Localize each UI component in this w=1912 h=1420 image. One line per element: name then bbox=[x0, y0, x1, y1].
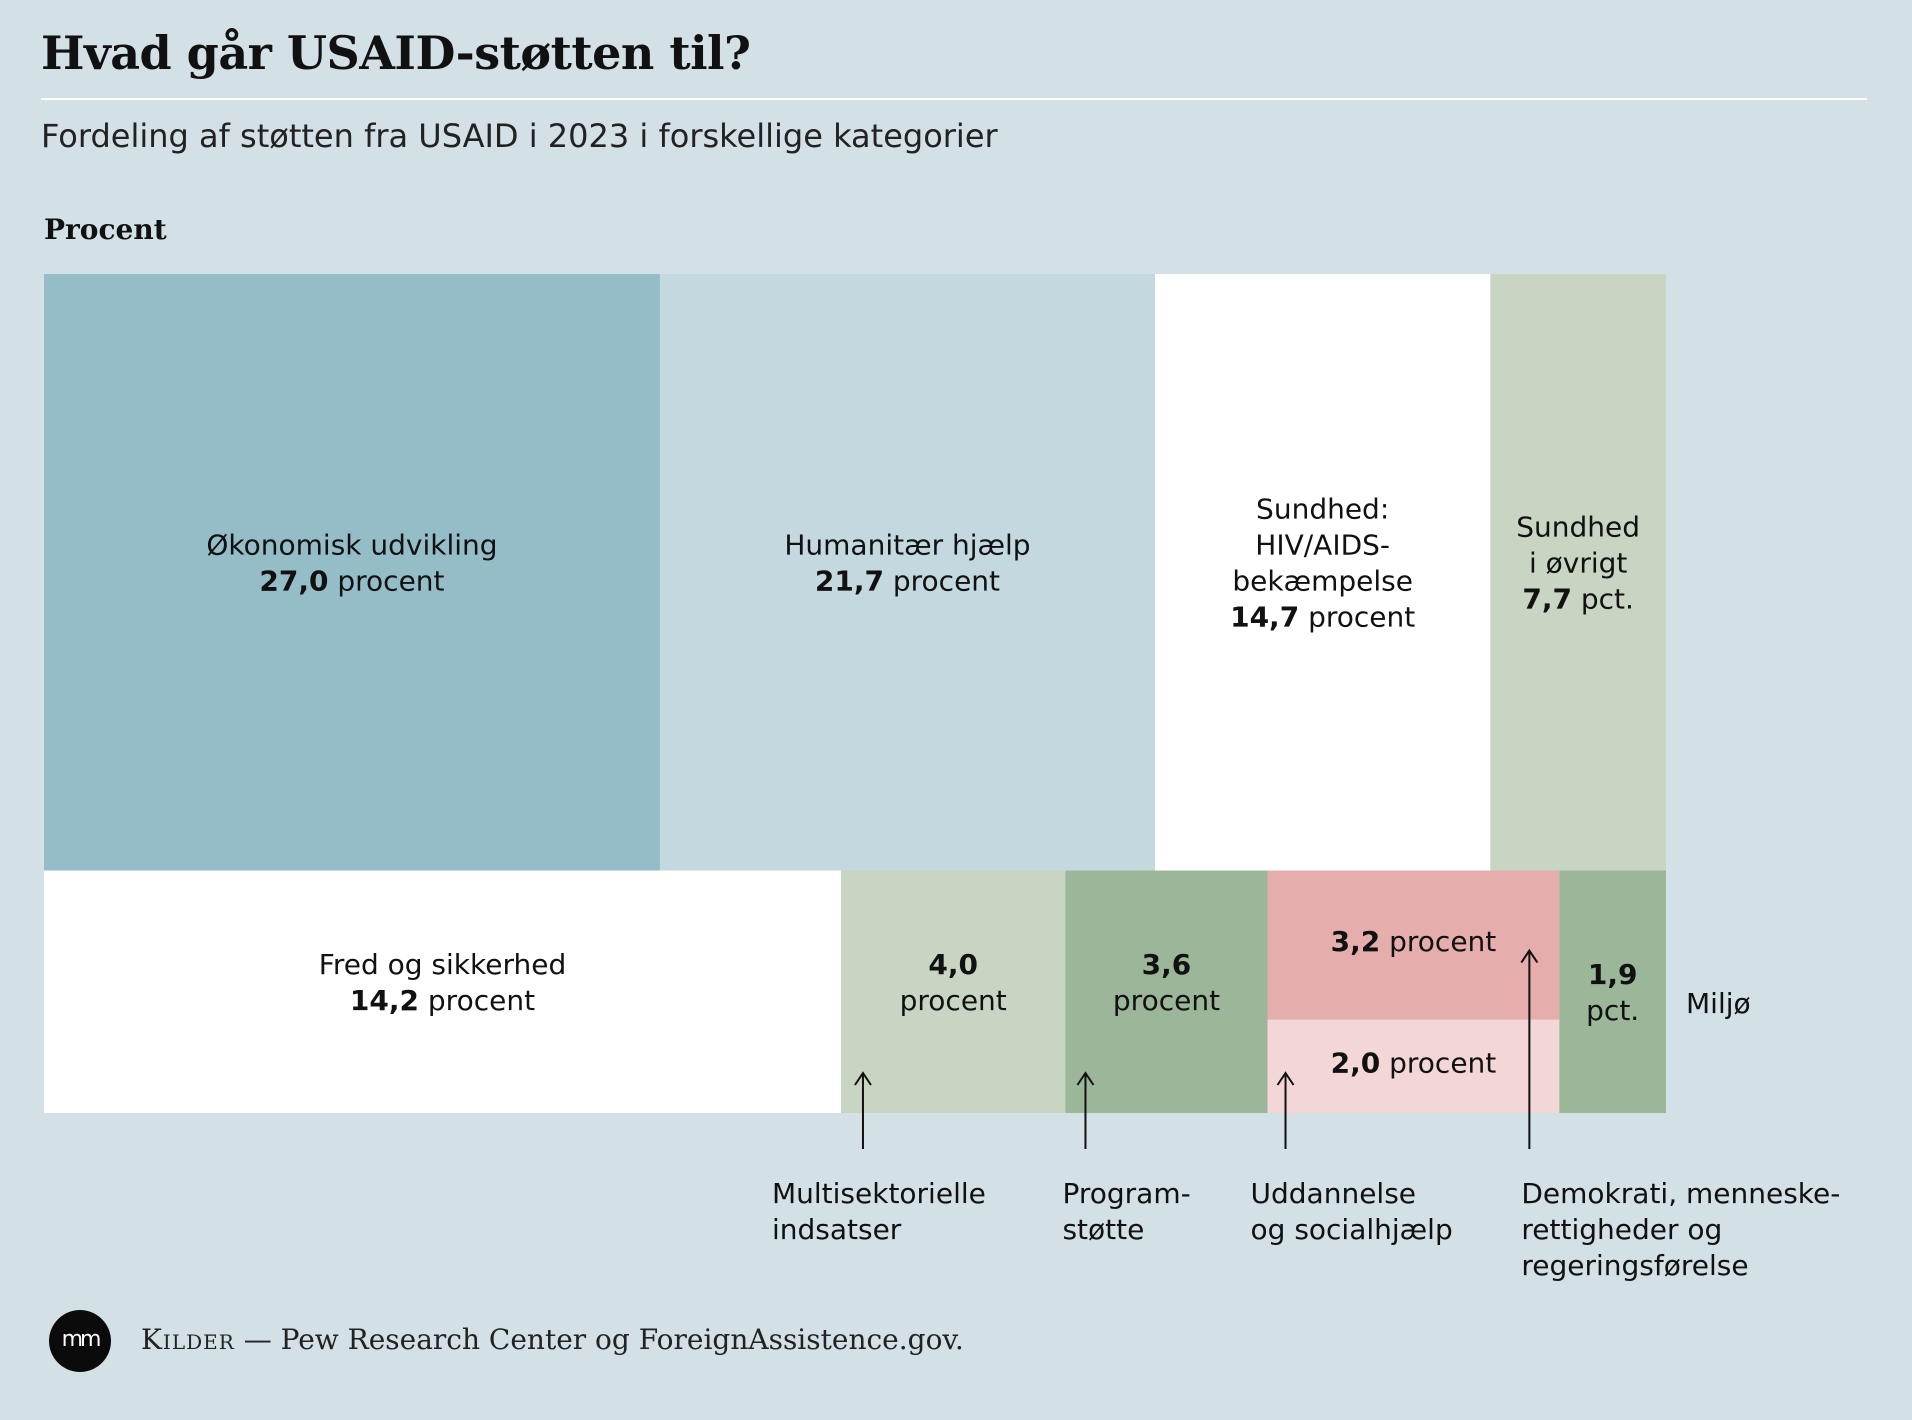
footer: mm Kilder — Pew Research Center og Forei… bbox=[49, 1310, 1149, 1372]
unit-label: Procent bbox=[44, 213, 167, 246]
label-sundhed-hiv-aids-bekæmpelse: Sundhed: HIV/AIDS-bekæmpelse 14,7 procent bbox=[1230, 492, 1415, 633]
treemap-cell-multisektorielle-indsatser bbox=[840, 870, 1066, 1113]
value-label-miljø: 1,9 pct. bbox=[1586, 958, 1639, 1027]
treemap-cell-uddannelse-og-socialhjælp bbox=[1267, 1019, 1560, 1113]
arrow-programstotte bbox=[1076, 1071, 1095, 1149]
treemap-cell-programstøtte bbox=[1065, 870, 1268, 1113]
source-dash: — bbox=[243, 1323, 272, 1356]
label-fred-og-sikkerhed: Fred og sikkerhed 14,2 procent bbox=[319, 948, 566, 1017]
treemap-cell-sundhed-i-øvrigt bbox=[1490, 274, 1666, 871]
callout-programstotte: Program-støtte bbox=[1062, 1177, 1190, 1246]
brand-logo: mm bbox=[49, 1310, 111, 1372]
arrow-multisektorielle bbox=[854, 1071, 872, 1149]
label-økonomisk-udvikling: Økonomisk udvikling 27,0 procent bbox=[206, 528, 497, 597]
label-humanitær-hjælp: Humanitær hjælp 21,7 procent bbox=[784, 528, 1030, 597]
treemap-cell-økonomisk-udvikling bbox=[44, 274, 660, 871]
value-label-demokrati-menneskerettigheder-og-regeringsførelse-line: 3,2 procent bbox=[1331, 925, 1497, 958]
value-label-programstøtte-line: 3,6 bbox=[1142, 948, 1192, 981]
label-sundhed-i-øvrigt-line: Sundhed bbox=[1516, 510, 1640, 543]
callout-multisektorielle: Multisektorielle indsatser bbox=[772, 1177, 986, 1246]
treemap-cell-demokrati-menneskerettigheder-og-regeringsførelse bbox=[1267, 870, 1560, 1020]
label-humanitær-hjælp-line: Humanitær hjælp bbox=[784, 528, 1030, 561]
treemap-cell-miljø bbox=[1559, 870, 1666, 1113]
label-sundhed-hiv-aids-bekæmpelse-line: Sundhed: bbox=[1256, 492, 1389, 525]
label-økonomisk-udvikling-line: 27,0 procent bbox=[259, 564, 444, 597]
arrow-uddannelse bbox=[1276, 1071, 1295, 1149]
value-label-uddannelse-og-socialhjælp: 2,0 procent bbox=[1331, 1046, 1497, 1079]
value-label-miljø-line: 1,9 bbox=[1588, 958, 1638, 991]
source-line: Kilder — Pew Research Center og ForeignA… bbox=[141, 1323, 964, 1356]
label-økonomisk-udvikling-line: Økonomisk udvikling bbox=[206, 528, 497, 561]
title-divider bbox=[41, 98, 1867, 100]
label-humanitær-hjælp-line: 21,7 procent bbox=[815, 564, 1000, 597]
callout-demokrati: Demokrati, menneske-rettigheder og regeri… bbox=[1521, 1177, 1840, 1282]
value-label-programstøtte-line: procent bbox=[1113, 984, 1220, 1017]
value-label-programstøtte: 3,6 procent bbox=[1113, 948, 1220, 1017]
label-sundhed-i-øvrigt-line: 7,7 pct. bbox=[1522, 582, 1634, 615]
chart-subtitle: Fordeling af støtten fra USAID i 2023 i … bbox=[41, 117, 998, 155]
treemap-cell-fred-og-sikkerhed bbox=[44, 870, 841, 1113]
arrow-demokrati bbox=[1520, 948, 1539, 1149]
label-sundhed-hiv-aids-bekæmpelse-line: bekæmpelse bbox=[1232, 564, 1413, 597]
callout-miljo: Miljø bbox=[1686, 987, 1751, 1020]
value-label-miljø-line: pct. bbox=[1586, 994, 1639, 1027]
label-sundhed-i-øvrigt-line: i øvrigt bbox=[1529, 546, 1627, 579]
value-label-multisektorielle-indsatser-line: 4,0 bbox=[928, 948, 978, 981]
value-label-multisektorielle-indsatser-line: procent bbox=[900, 984, 1007, 1017]
label-sundhed-hiv-aids-bekæmpelse-line: 14,7 procent bbox=[1230, 600, 1415, 633]
source-label: Kilder bbox=[141, 1323, 235, 1356]
label-sundhed-hiv-aids-bekæmpelse-line: HIV/AIDS- bbox=[1255, 528, 1390, 561]
callout-uddannelse: Uddannelse og socialhjælp bbox=[1251, 1177, 1453, 1246]
label-sundhed-i-øvrigt: Sundhed i øvrigt 7,7 pct. bbox=[1516, 510, 1640, 615]
label-fred-og-sikkerhed-line: Fred og sikkerhed bbox=[319, 948, 566, 981]
value-label-uddannelse-og-socialhjælp-line: 2,0 procent bbox=[1331, 1046, 1497, 1079]
label-fred-og-sikkerhed-line: 14,2 procent bbox=[350, 984, 535, 1017]
treemap-cell-sundhed-hiv-aids-bekæmpelse bbox=[1154, 274, 1491, 871]
value-label-multisektorielle-indsatser: 4,0 procent bbox=[900, 948, 1007, 1017]
treemap-cell-humanitær-hjælp bbox=[659, 274, 1155, 871]
value-label-demokrati-menneskerettigheder-og-regeringsførelse: 3,2 procent bbox=[1331, 925, 1497, 958]
chart-title: Hvad går USAID-støtten til? bbox=[41, 26, 751, 80]
source-text: Pew Research Center og ForeignAssistence… bbox=[280, 1323, 964, 1356]
